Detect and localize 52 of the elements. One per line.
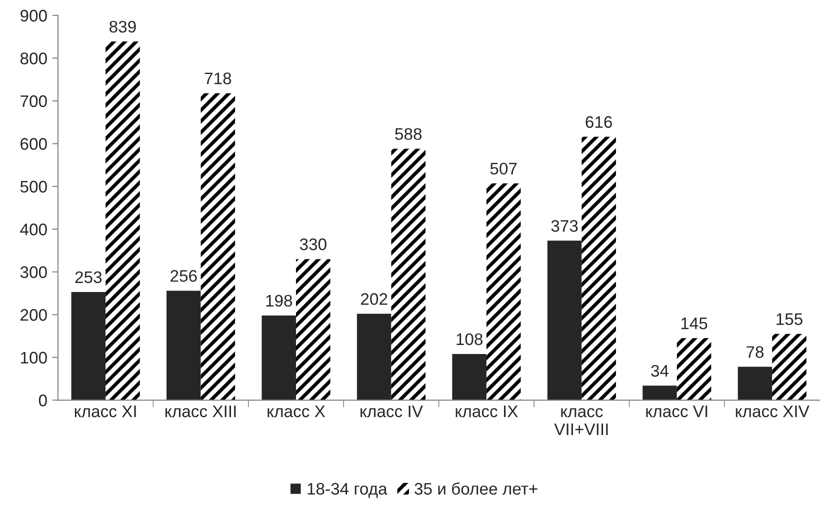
data-label: 616 <box>586 116 612 128</box>
bar <box>772 334 806 400</box>
y-tick-label: 400 <box>20 224 47 236</box>
x-tick-label: класс VII+VIII <box>554 408 608 436</box>
bar <box>582 136 616 400</box>
y-tick-label: 500 <box>20 180 47 193</box>
y-tick-label: 700 <box>20 95 47 108</box>
x-tick-label: класс XIV <box>736 406 810 418</box>
data-label: 507 <box>490 162 517 175</box>
bar <box>642 386 677 400</box>
y-tick-label: 300 <box>20 266 47 278</box>
legend-label: 35 и более лет+ <box>414 482 538 495</box>
bar <box>106 41 140 400</box>
bar <box>166 290 201 400</box>
bar <box>452 354 486 400</box>
data-label: 78 <box>746 346 764 358</box>
data-label: 108 <box>456 333 482 346</box>
data-label: 155 <box>776 313 802 326</box>
bar <box>547 240 582 400</box>
y-tick-label: 100 <box>21 352 47 364</box>
data-label: 588 <box>395 128 422 140</box>
data-label: 256 <box>170 270 197 282</box>
x-tick-label: класс XI <box>74 406 136 418</box>
data-label: 253 <box>75 271 102 284</box>
data-label: 373 <box>551 220 578 232</box>
data-label: 34 <box>651 364 669 377</box>
bar <box>200 93 236 400</box>
x-tick-label: класс X <box>268 406 326 418</box>
bar <box>356 314 392 400</box>
y-tick-label: 600 <box>20 138 47 150</box>
bar <box>676 338 712 400</box>
y-tick-label: 900 <box>20 10 47 22</box>
bar <box>262 315 296 400</box>
y-tick-label: 800 <box>20 52 47 64</box>
bar <box>738 366 772 400</box>
x-tick-label: класс IV <box>360 406 423 418</box>
data-label: 202 <box>361 293 388 305</box>
bar <box>391 148 426 400</box>
data-label: 330 <box>300 238 326 250</box>
x-tick-label: класс VI <box>646 406 708 418</box>
x-tick-label: класс IX <box>456 406 518 418</box>
y-tick-label: 0 <box>38 394 47 406</box>
bar <box>296 259 330 400</box>
data-label: 718 <box>204 72 232 84</box>
legend-label: 18-34 года <box>308 482 388 498</box>
data-label: 839 <box>110 20 136 33</box>
bar <box>486 183 521 400</box>
x-tick-label: класс XIII <box>166 406 236 418</box>
y-tick-label: 200 <box>20 309 47 321</box>
data-label: 145 <box>681 318 708 330</box>
bar <box>71 292 106 400</box>
data-label: 198 <box>266 294 292 307</box>
